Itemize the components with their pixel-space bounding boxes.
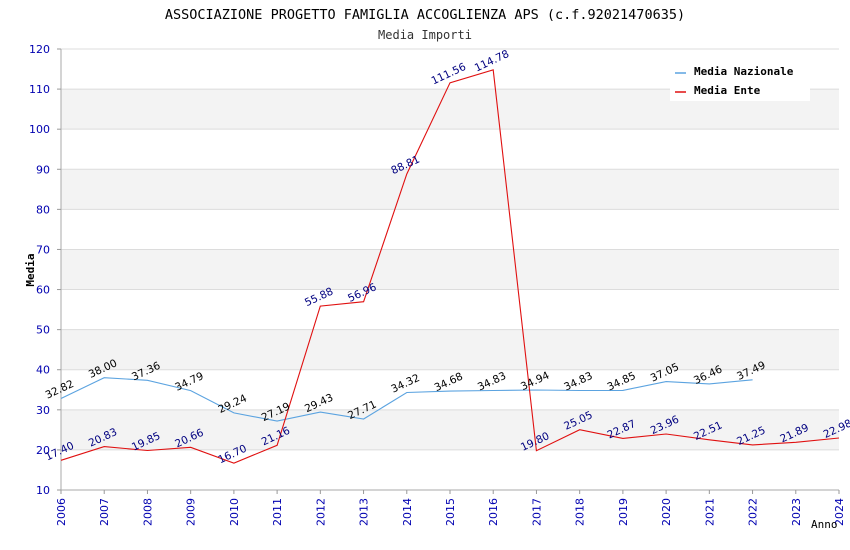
x-tick-label: 2011 [271,498,284,526]
legend: Media Nazionale Media Ente [670,59,810,101]
x-tick-label: 2015 [444,498,457,526]
series-line-media-nazionale [60,377,753,422]
x-tick-label: 2017 [530,498,543,526]
legend-box [670,59,810,101]
x-tick-label: 2024 [833,498,846,526]
x-tick-label: 2023 [790,498,803,526]
x-tick-label: 2020 [660,498,673,526]
y-tick-label: 40 [36,364,50,377]
y-tick-label: 90 [36,163,50,176]
chart-title: ASSOCIAZIONE PROGETTO FAMIGLIA ACCOGLIEN… [165,7,685,23]
x-tick-label: 2014 [401,498,414,526]
legend-label-nazionale: Media Nazionale [694,65,794,78]
x-tick-label: 2010 [228,498,241,526]
y-tick-label: 100 [29,123,50,136]
x-tick-label: 2006 [55,498,68,526]
x-tick-label: 2016 [487,498,500,526]
y-tick-label: 50 [36,324,50,337]
data-label: 111.56 [430,61,469,88]
x-tick-label: 2013 [358,498,371,526]
legend-label-ente: Media Ente [694,84,761,97]
background-band [61,329,839,370]
y-tick-label: 60 [36,284,50,297]
y-axis-ticks: 10 20 30 40 50 60 70 80 90 100 110 120 [29,43,61,497]
y-tick-label: 120 [29,43,50,56]
plot-background-bands [61,89,839,450]
x-axis-ticks: 2006 2007 2008 2009 2010 2011 2012 2013 2014 2015… [55,490,846,526]
background-band [61,249,839,290]
x-tick-label: 2019 [617,498,630,526]
x-tick-label: 2007 [98,498,111,526]
background-band [61,169,839,210]
y-tick-label: 80 [36,203,50,216]
gridlines [61,48,839,491]
background-band [61,409,839,450]
x-tick-label: 2009 [185,498,198,526]
x-tick-label: 2012 [314,498,327,526]
y-tick-label: 110 [29,83,50,96]
x-tick-label: 2022 [747,498,760,526]
y-tick-label: 30 [36,404,50,417]
y-tick-label: 10 [36,484,50,497]
y-tick-label: 20 [36,444,50,457]
series-lines [60,69,840,464]
y-axis-label: Media [24,253,37,286]
series-line-media-ente [60,69,840,464]
x-tick-label: 2021 [703,498,716,526]
y-tick-label: 70 [36,243,50,256]
x-axis-label: Anno [811,518,838,531]
chart-subtitle: Media Importi [378,28,472,42]
x-tick-label: 2018 [574,498,587,526]
data-label: 32.82 [44,378,76,402]
x-tick-label: 2008 [141,498,154,526]
